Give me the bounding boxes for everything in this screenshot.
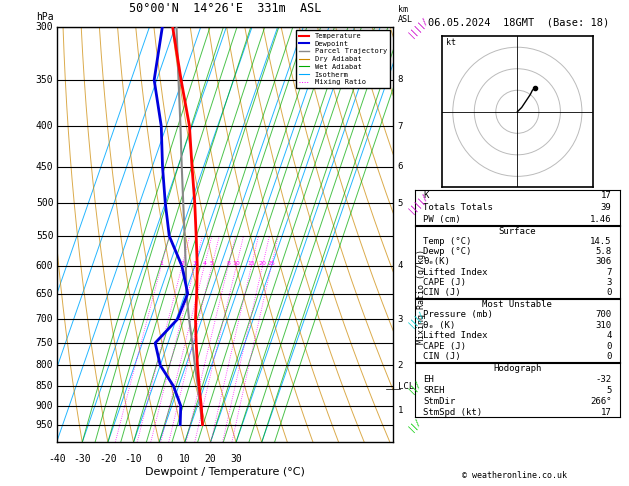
- Text: Most Unstable: Most Unstable: [482, 300, 552, 309]
- Text: 14.5: 14.5: [590, 237, 611, 246]
- Text: Lifted Index: Lifted Index: [423, 331, 488, 340]
- Text: ||/: ||/: [407, 378, 424, 395]
- Text: 0: 0: [606, 288, 611, 297]
- Text: StmSpd (kt): StmSpd (kt): [423, 408, 482, 417]
- Text: PW (cm): PW (cm): [423, 215, 461, 224]
- Text: km
ASL: km ASL: [398, 5, 413, 24]
- Text: 25: 25: [267, 261, 276, 266]
- Text: Dewp (°C): Dewp (°C): [423, 247, 472, 256]
- Text: 0: 0: [606, 342, 611, 351]
- Text: θₑ(K): θₑ(K): [423, 258, 450, 266]
- Text: EH: EH: [423, 375, 434, 384]
- Text: © weatheronline.co.uk: © weatheronline.co.uk: [462, 471, 567, 480]
- Text: LCL: LCL: [398, 382, 414, 391]
- Text: StmDir: StmDir: [423, 397, 455, 406]
- Text: CIN (J): CIN (J): [423, 288, 461, 297]
- Text: 300: 300: [36, 22, 53, 32]
- X-axis label: Dewpoint / Temperature (°C): Dewpoint / Temperature (°C): [145, 467, 305, 477]
- Text: K: K: [423, 191, 429, 200]
- Text: ||/: ||/: [407, 416, 424, 433]
- Text: ||||/: ||||/: [407, 191, 431, 215]
- Text: |||/: |||/: [407, 309, 428, 330]
- Text: 850: 850: [36, 381, 53, 391]
- Text: 450: 450: [36, 162, 53, 172]
- Text: Hodograph: Hodograph: [493, 364, 542, 373]
- Text: CAPE (J): CAPE (J): [423, 278, 466, 287]
- Text: 3: 3: [193, 261, 197, 266]
- Text: Lifted Index: Lifted Index: [423, 268, 488, 277]
- Text: 20: 20: [259, 261, 267, 266]
- Text: 30: 30: [230, 454, 242, 465]
- Text: CAPE (J): CAPE (J): [423, 342, 466, 351]
- Text: θₑ (K): θₑ (K): [423, 321, 455, 330]
- Text: kt: kt: [447, 38, 456, 47]
- Text: Mixing Ratio (g/kg): Mixing Ratio (g/kg): [417, 249, 426, 344]
- Text: -32: -32: [595, 375, 611, 384]
- Text: 3: 3: [606, 278, 611, 287]
- Text: 4: 4: [606, 331, 611, 340]
- Text: 20: 20: [204, 454, 216, 465]
- Text: 600: 600: [36, 261, 53, 271]
- Text: Totals Totals: Totals Totals: [423, 203, 493, 212]
- Text: 7: 7: [606, 268, 611, 277]
- Text: 266°: 266°: [590, 397, 611, 406]
- Text: 4: 4: [203, 261, 206, 266]
- Text: 7: 7: [398, 122, 403, 131]
- Text: 0: 0: [156, 454, 162, 465]
- Text: CIN (J): CIN (J): [423, 352, 461, 361]
- Text: 550: 550: [36, 231, 53, 241]
- Text: 50°00'N  14°26'E  331m  ASL: 50°00'N 14°26'E 331m ASL: [129, 1, 321, 15]
- Text: 3: 3: [398, 314, 403, 324]
- Text: SREH: SREH: [423, 386, 445, 395]
- Text: -20: -20: [99, 454, 117, 465]
- Text: Temp (°C): Temp (°C): [423, 237, 472, 246]
- Legend: Temperature, Dewpoint, Parcel Trajectory, Dry Adiabat, Wet Adiabat, Isotherm, Mi: Temperature, Dewpoint, Parcel Trajectory…: [296, 30, 389, 88]
- Text: 1.46: 1.46: [590, 215, 611, 224]
- Text: 2: 2: [180, 261, 184, 266]
- Text: 800: 800: [36, 360, 53, 370]
- Text: 6: 6: [398, 162, 403, 171]
- Text: 700: 700: [595, 310, 611, 319]
- Text: ||||/: ||||/: [407, 15, 431, 39]
- Text: 950: 950: [36, 419, 53, 430]
- Text: 2: 2: [398, 361, 403, 370]
- Text: 5.8: 5.8: [595, 247, 611, 256]
- Text: 17: 17: [601, 408, 611, 417]
- Text: 350: 350: [36, 75, 53, 85]
- Text: Pressure (mb): Pressure (mb): [423, 310, 493, 319]
- Text: -10: -10: [125, 454, 142, 465]
- Text: 650: 650: [36, 289, 53, 298]
- Text: 750: 750: [36, 338, 53, 348]
- Text: 8: 8: [398, 75, 403, 85]
- Text: 400: 400: [36, 121, 53, 131]
- Text: 4: 4: [398, 261, 403, 270]
- Text: 39: 39: [601, 203, 611, 212]
- Text: 1: 1: [159, 261, 163, 266]
- Text: Surface: Surface: [499, 226, 536, 236]
- Text: 5: 5: [210, 261, 214, 266]
- Text: 5: 5: [606, 386, 611, 395]
- Text: 15: 15: [248, 261, 255, 266]
- Text: 06.05.2024  18GMT  (Base: 18): 06.05.2024 18GMT (Base: 18): [428, 17, 610, 27]
- Text: 10: 10: [233, 261, 240, 266]
- Text: 0: 0: [606, 352, 611, 361]
- Text: 700: 700: [36, 314, 53, 324]
- Text: 1: 1: [398, 406, 403, 415]
- Text: -30: -30: [74, 454, 91, 465]
- Text: 10: 10: [179, 454, 191, 465]
- Text: 5: 5: [398, 199, 403, 208]
- Text: 500: 500: [36, 198, 53, 208]
- Text: 900: 900: [36, 401, 53, 411]
- Text: 17: 17: [601, 191, 611, 200]
- Text: -40: -40: [48, 454, 65, 465]
- Text: 306: 306: [595, 258, 611, 266]
- Text: 8: 8: [226, 261, 230, 266]
- Text: hPa: hPa: [36, 12, 53, 22]
- Text: 310: 310: [595, 321, 611, 330]
